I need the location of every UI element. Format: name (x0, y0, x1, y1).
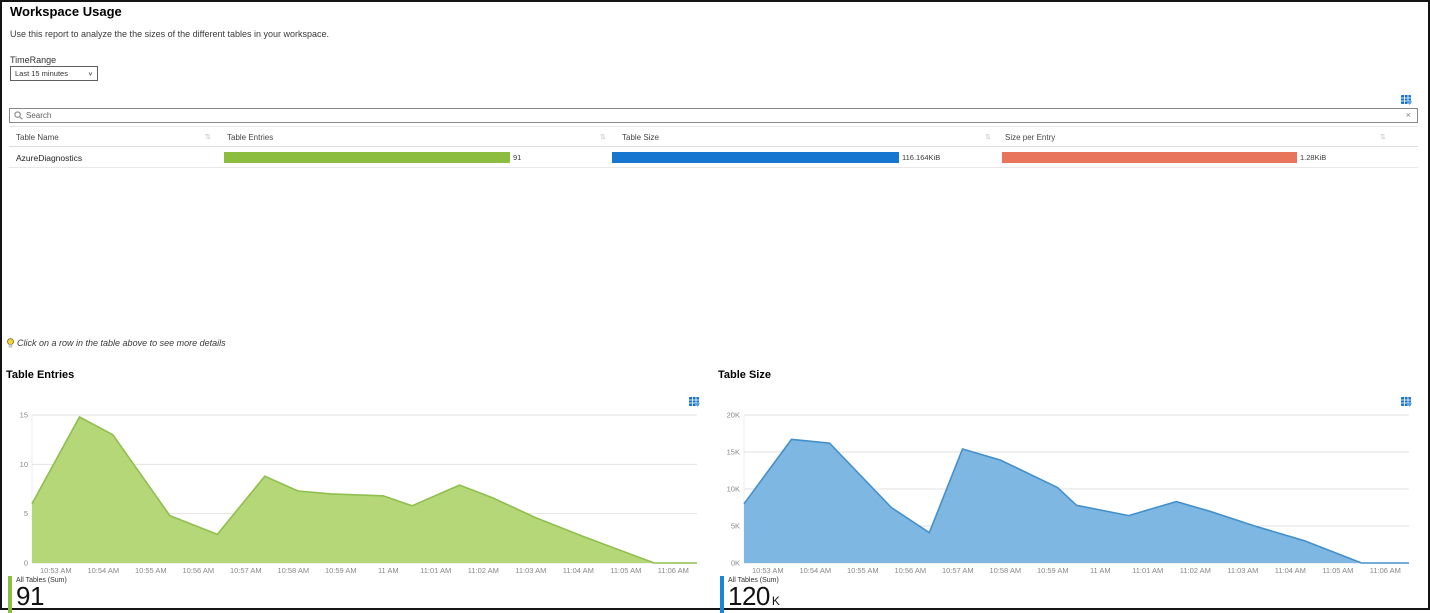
svg-text:0K: 0K (731, 559, 740, 568)
table-entries-value: 91 (513, 153, 522, 162)
svg-text:10K: 10K (727, 485, 740, 494)
size-per-entry-value: 1.28KiB (1300, 153, 1327, 162)
chart-legend: All Tables (Sum) (16, 577, 67, 584)
svg-text:11:01 AM: 11:01 AM (420, 566, 451, 575)
svg-text:5: 5 (24, 509, 28, 518)
svg-text:11:05 AM: 11:05 AM (1322, 566, 1353, 575)
svg-text:11:03 AM: 11:03 AM (1227, 566, 1258, 575)
summary-value: 120 K (728, 581, 780, 613)
grid-header-row: Table Name ⇅ Table Entries ⇅ Table Size … (9, 126, 1418, 147)
svg-text:10:53 AM: 10:53 AM (40, 566, 72, 575)
search-clear-icon[interactable]: × (1405, 110, 1411, 120)
chart-title-table-entries: Table Entries (6, 369, 75, 381)
svg-text:10:55 AM: 10:55 AM (847, 566, 879, 575)
lightbulb-icon (7, 338, 14, 348)
table-entries-area-chart[interactable]: 0 5 10 15 10:53 AM 10:54 AM 10:55 AM 10:56 AM 10… (2, 405, 702, 579)
size-per-entry-bar (1002, 152, 1297, 163)
svg-text:11 AM: 11 AM (1090, 566, 1111, 575)
svg-text:10:57 AM: 10:57 AM (942, 566, 974, 575)
column-header-table-name[interactable]: Table Name (16, 133, 59, 142)
table-entries-bar (224, 152, 510, 163)
time-range-dropdown[interactable]: Last 15 minutes ∨ (10, 66, 98, 81)
svg-text:10:59 AM: 10:59 AM (325, 566, 357, 575)
table-size-area-chart[interactable]: 0K 5K 10K 15K 20K 10:53 AM 10:54 AM 10:55 AM 10:… (714, 405, 1414, 579)
svg-text:10:57 AM: 10:57 AM (230, 566, 262, 575)
column-header-table-entries[interactable]: Table Entries (227, 133, 274, 142)
svg-text:20K: 20K (727, 411, 740, 420)
legend-accent-bar (720, 576, 724, 613)
sort-icon[interactable]: ⇅ (600, 134, 606, 141)
svg-text:15: 15 (20, 411, 28, 420)
svg-text:10:56 AM: 10:56 AM (894, 566, 926, 575)
svg-text:10:58 AM: 10:58 AM (277, 566, 309, 575)
svg-text:10:53 AM: 10:53 AM (752, 566, 784, 575)
sort-icon[interactable]: ⇅ (985, 134, 991, 141)
tip-row: Click on a row in the table above to see… (6, 338, 226, 348)
export-grid-glyph (1401, 397, 1412, 407)
svg-text:11:04 AM: 11:04 AM (1275, 566, 1306, 575)
time-range-value: Last 15 minutes (15, 69, 68, 78)
svg-text:5K: 5K (731, 522, 740, 531)
tip-text: Click on a row in the table above to see… (17, 338, 226, 348)
time-range-label: TimeRange (10, 55, 57, 65)
svg-text:10:59 AM: 10:59 AM (1037, 566, 1069, 575)
table-size-summary: All Tables (Sum) 120 K (720, 576, 780, 613)
summary-suffix: K (771, 594, 780, 608)
search-icon (14, 111, 23, 120)
page-title: Workspace Usage (10, 4, 122, 19)
chart-title-table-size: Table Size (718, 369, 771, 381)
svg-text:11:05 AM: 11:05 AM (610, 566, 641, 575)
table-name-cell: AzureDiagnostics (16, 153, 83, 163)
svg-text:10:56 AM: 10:56 AM (182, 566, 214, 575)
svg-text:11:04 AM: 11:04 AM (563, 566, 594, 575)
table-size-value: 116.164KiB (902, 153, 941, 162)
table-row-azurediagnostics[interactable]: AzureDiagnostics 91 116.164KiB 1.28KiB (9, 147, 1418, 168)
export-to-excel-icon[interactable] (1400, 93, 1412, 111)
sort-icon[interactable]: ⇅ (205, 134, 211, 141)
svg-text:11:02 AM: 11:02 AM (1180, 566, 1211, 575)
svg-text:11:03 AM: 11:03 AM (515, 566, 546, 575)
svg-text:10:54 AM: 10:54 AM (799, 566, 831, 575)
table-size-bar (612, 152, 899, 163)
svg-text:11:02 AM: 11:02 AM (468, 566, 499, 575)
svg-text:10:54 AM: 10:54 AM (87, 566, 119, 575)
column-header-size-per-entry[interactable]: Size per Entry (1005, 133, 1056, 142)
sort-icon[interactable]: ⇅ (1380, 134, 1386, 141)
search-box[interactable]: × (9, 108, 1418, 123)
summary-number: 120 (728, 581, 770, 611)
svg-text:11 AM: 11 AM (378, 566, 399, 575)
svg-text:11:06 AM: 11:06 AM (658, 566, 689, 575)
export-to-excel-icon[interactable] (688, 395, 700, 413)
table-entries-summary: All Tables (Sum) 91 (8, 576, 67, 613)
export-to-excel-icon[interactable] (1400, 395, 1412, 413)
legend-accent-bar (8, 576, 12, 613)
page-description: Use this report to analyze the the sizes… (10, 29, 330, 39)
summary-value: 91 (16, 581, 67, 613)
summary-number: 91 (16, 581, 44, 611)
export-grid-glyph (689, 397, 700, 407)
svg-text:10:55 AM: 10:55 AM (135, 566, 167, 575)
svg-text:11:01 AM: 11:01 AM (1132, 566, 1163, 575)
column-header-table-size[interactable]: Table Size (622, 133, 659, 142)
svg-text:15K: 15K (727, 448, 740, 457)
chart-legend: All Tables (Sum) (728, 577, 779, 584)
svg-text:0: 0 (24, 559, 28, 568)
svg-text:10:58 AM: 10:58 AM (989, 566, 1021, 575)
chevron-down-icon: ∨ (87, 71, 93, 77)
svg-text:11:06 AM: 11:06 AM (1370, 566, 1401, 575)
export-grid-glyph (1401, 95, 1412, 105)
search-input[interactable] (26, 111, 1401, 120)
svg-text:10: 10 (20, 460, 28, 469)
tables-grid: Table Name ⇅ Table Entries ⇅ Table Size … (9, 126, 1418, 168)
